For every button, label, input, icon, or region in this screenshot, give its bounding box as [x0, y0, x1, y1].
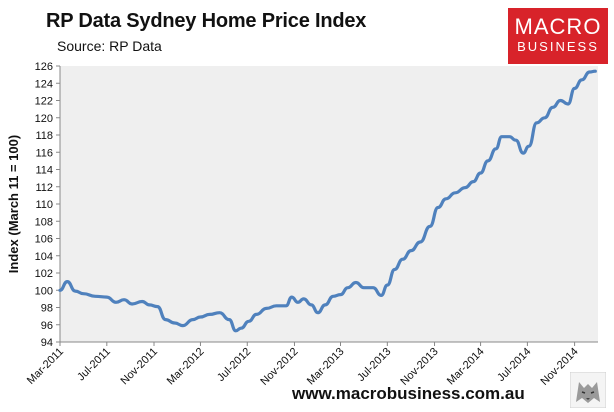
- y-tick-label: 110: [35, 199, 53, 211]
- chart-subtitle: Source: RP Data: [57, 38, 162, 54]
- x-tick-label: Mar-2012: [165, 346, 207, 388]
- x-tick-label: Mar-2013: [305, 346, 347, 388]
- y-tick-label: 106: [35, 234, 53, 246]
- y-tick-label: 108: [35, 216, 53, 228]
- y-tick-label: 122: [35, 96, 53, 108]
- x-tick-label: Mar-2011: [25, 346, 66, 387]
- x-tick-label: Nov-2011: [118, 346, 160, 388]
- y-tick-label: 96: [41, 320, 53, 332]
- y-axis-label: Index (March 11 = 100): [6, 135, 21, 273]
- y-tick-label: 100: [35, 285, 53, 297]
- y-tick-label: 124: [35, 78, 53, 90]
- logo-text-top: MACRO: [514, 14, 602, 39]
- plot-area: [60, 66, 598, 342]
- y-tick-label: 126: [35, 61, 53, 73]
- chart-title: RP Data Sydney Home Price Index: [46, 10, 367, 32]
- wolf-icon: [570, 372, 606, 408]
- footer-url: www.macrobusiness.com.au: [292, 384, 525, 403]
- y-tick-label: 112: [35, 182, 53, 194]
- y-tick-label: 94: [41, 337, 53, 349]
- y-tick-label: 104: [35, 251, 53, 263]
- macrobusiness-logo: MACRO BUSINESS: [508, 8, 608, 64]
- y-tick-label: 114: [35, 165, 53, 177]
- x-tick-label: Jul-2014: [495, 346, 533, 384]
- x-tick-label: Nov-2013: [398, 346, 440, 388]
- x-tick-label: Jul-2012: [215, 346, 253, 384]
- y-tick-label: 116: [35, 147, 53, 159]
- x-tick-label: Nov-2012: [258, 346, 300, 388]
- y-tick-label: 120: [35, 113, 53, 125]
- x-tick-label: Mar-2014: [445, 346, 487, 388]
- y-tick-label: 98: [41, 303, 53, 315]
- logo-text-bottom: BUSINESS: [517, 39, 599, 54]
- x-axis: Mar-2011 Jul-2011 Nov-2011 Mar-2012 Jul-2012…: [25, 341, 598, 388]
- y-tick-label: 118: [35, 130, 53, 142]
- y-tick-label: 102: [35, 268, 53, 280]
- x-tick-label: Jul-2013: [355, 346, 393, 384]
- x-tick-label: Jul-2011: [75, 346, 113, 384]
- series-line: [58, 69, 597, 333]
- y-axis: 94 96 98 100 102 104 106 108 110 112 114 116 118 120 1…: [35, 61, 61, 349]
